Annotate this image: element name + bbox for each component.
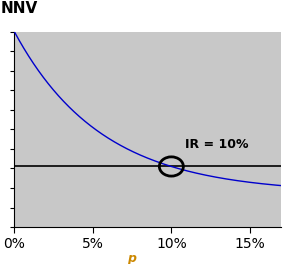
Text: p: p <box>128 252 137 264</box>
Text: NNV: NNV <box>1 1 38 16</box>
Text: IR = 10%: IR = 10% <box>185 139 249 152</box>
